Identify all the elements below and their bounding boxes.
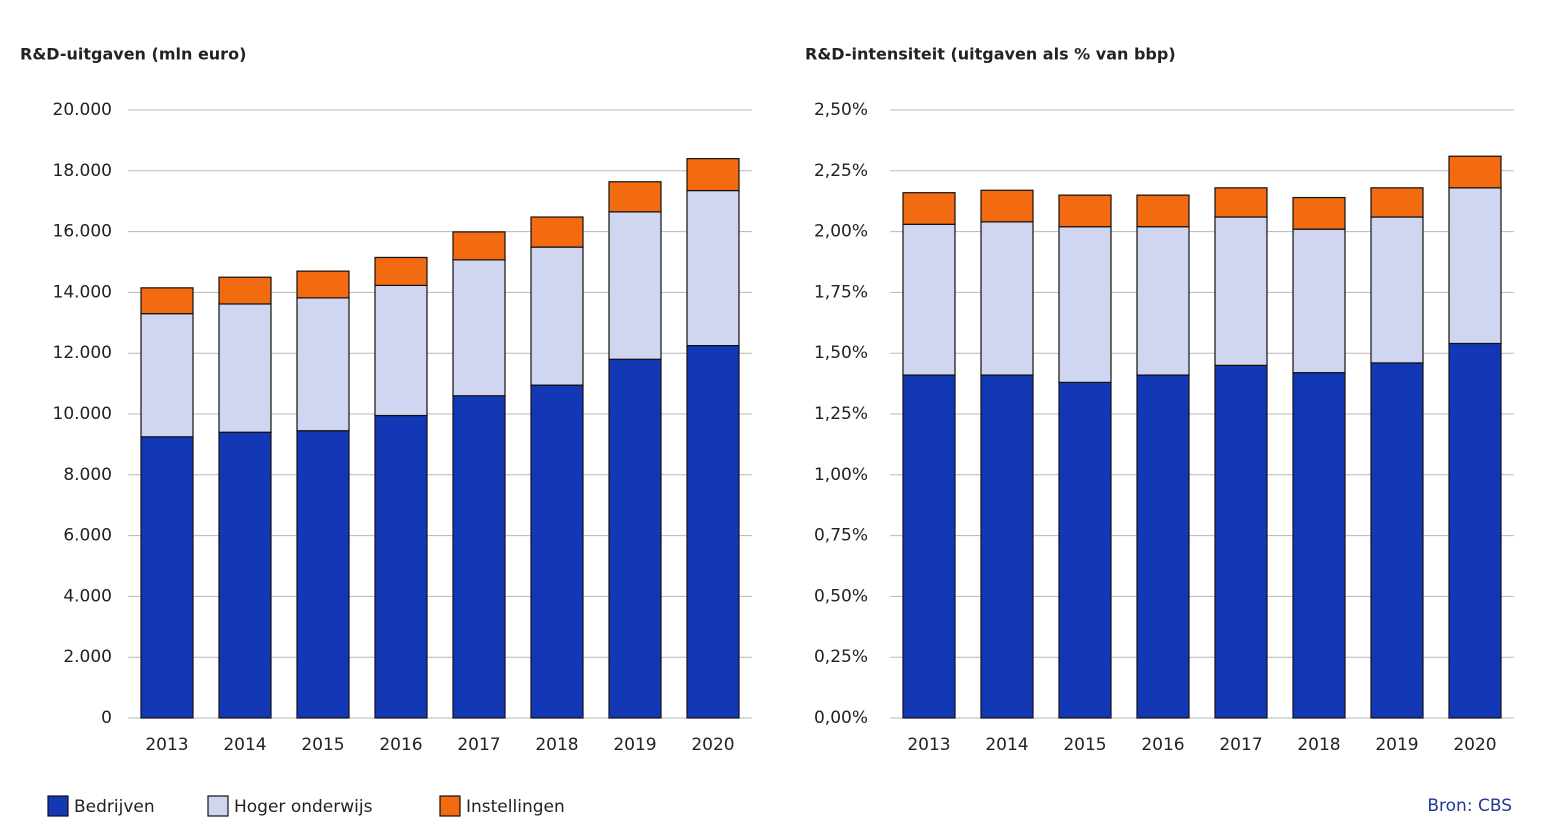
- x-tick-label: 2013: [907, 735, 950, 755]
- x-tick-label: 2013: [145, 735, 188, 755]
- legend-swatch: [47, 795, 69, 817]
- bar-segment: [1136, 226, 1190, 376]
- bar-segment: [686, 345, 740, 719]
- legend-label: Bedrijven: [74, 797, 155, 817]
- y-tick-label: 12.000: [53, 343, 112, 363]
- y-tick-label: 0,00%: [814, 708, 868, 728]
- bar-segment: [1448, 187, 1502, 345]
- bar-segment: [686, 158, 740, 192]
- y-tick-label: 6.000: [63, 526, 112, 546]
- y-tick-label: 4.000: [63, 586, 112, 606]
- legend-swatch: [439, 795, 461, 817]
- x-tick-label: 2020: [691, 735, 734, 755]
- y-tick-label: 16.000: [53, 222, 112, 242]
- bar-segment: [902, 223, 956, 376]
- y-tick-label: 0: [101, 708, 112, 728]
- y-tick-label: 2,00%: [814, 222, 868, 242]
- bar-segment: [296, 430, 350, 719]
- y-tick-label: 1,25%: [814, 404, 868, 424]
- x-tick-label: 2018: [535, 735, 578, 755]
- bar-segment: [1370, 362, 1424, 719]
- y-tick-label: 14.000: [53, 282, 112, 302]
- bar-segment: [218, 276, 272, 305]
- y-tick-label: 1,00%: [814, 465, 868, 485]
- bar-segment: [1292, 372, 1346, 719]
- y-tick-label: 8.000: [63, 465, 112, 485]
- y-tick-label: 0,50%: [814, 586, 868, 606]
- x-tick-label: 2016: [379, 735, 422, 755]
- x-tick-label: 2018: [1297, 735, 1340, 755]
- y-tick-label: 1,75%: [814, 282, 868, 302]
- y-tick-label: 0,75%: [814, 526, 868, 546]
- chart-title: R&D-uitgaven (mln euro): [20, 45, 246, 64]
- bar-segment: [452, 231, 506, 261]
- bar-segment: [1136, 374, 1190, 719]
- bar-segment: [902, 374, 956, 719]
- x-tick-label: 2015: [301, 735, 344, 755]
- bar-segment: [530, 246, 584, 386]
- y-tick-label: 20.000: [53, 100, 112, 120]
- bar-segment: [374, 256, 428, 287]
- legend-label: Hoger onderwijs: [234, 797, 373, 817]
- bar-segment: [686, 189, 740, 347]
- x-tick-label: 2017: [1219, 735, 1262, 755]
- legend-label: Instellingen: [466, 797, 565, 817]
- bar-segment: [1448, 155, 1502, 189]
- x-tick-label: 2020: [1453, 735, 1496, 755]
- x-tick-label: 2016: [1141, 735, 1184, 755]
- bar-segment: [140, 436, 194, 719]
- bar-segment: [608, 181, 662, 213]
- bar-segment: [1292, 196, 1346, 230]
- bar-segment: [1214, 187, 1268, 218]
- bar-segment: [1136, 194, 1190, 228]
- bar-segment: [374, 284, 428, 417]
- bar-segment: [608, 211, 662, 360]
- bar-segment: [1370, 187, 1424, 218]
- bar-segment: [1058, 194, 1112, 228]
- bar-segment: [140, 313, 194, 438]
- y-tick-label: 2.000: [63, 647, 112, 667]
- y-tick-label: 0,25%: [814, 647, 868, 667]
- bar-segment: [452, 259, 506, 397]
- x-tick-label: 2019: [613, 735, 656, 755]
- bar-segment: [374, 414, 428, 719]
- bar-segment: [608, 358, 662, 719]
- x-tick-label: 2015: [1063, 735, 1106, 755]
- y-tick-label: 1,50%: [814, 343, 868, 363]
- bar-segment: [218, 431, 272, 719]
- bar-segment: [1214, 216, 1268, 366]
- bar-segment: [1214, 364, 1268, 719]
- bar-segment: [1292, 228, 1346, 374]
- bar-segment: [452, 395, 506, 719]
- bar-segment: [1448, 342, 1502, 719]
- bar-segment: [980, 189, 1034, 223]
- legend-swatch: [207, 795, 229, 817]
- bar-segment: [980, 374, 1034, 719]
- bar-segment: [296, 297, 350, 432]
- y-tick-label: 2,50%: [814, 100, 868, 120]
- x-tick-label: 2014: [985, 735, 1028, 755]
- source: Bron: CBS: [1427, 796, 1512, 816]
- y-tick-label: 2,25%: [814, 161, 868, 181]
- bar-segment: [1370, 216, 1424, 364]
- x-tick-label: 2017: [457, 735, 500, 755]
- bar-segment: [218, 303, 272, 433]
- bar-segment: [140, 287, 194, 315]
- bar-segment: [1058, 226, 1112, 383]
- x-tick-label: 2014: [223, 735, 266, 755]
- bar-segment: [902, 192, 956, 225]
- bar-segment: [530, 384, 584, 719]
- x-tick-label: 2019: [1375, 735, 1418, 755]
- y-tick-label: 10.000: [53, 404, 112, 424]
- chart-title: R&D-intensiteit (uitgaven als % van bbp): [805, 45, 1176, 64]
- bar-segment: [296, 270, 350, 299]
- bar-segment: [980, 221, 1034, 376]
- y-tick-label: 18.000: [53, 161, 112, 181]
- bar-segment: [530, 216, 584, 248]
- bar-segment: [1058, 381, 1112, 719]
